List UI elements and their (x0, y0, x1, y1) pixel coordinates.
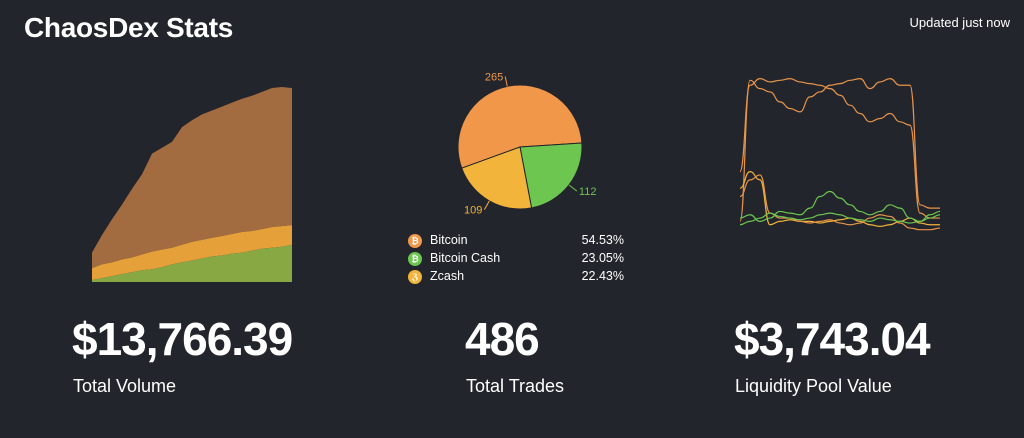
line-series-5 (739, 190, 941, 223)
legend-item-zcash: ℨ Zcash 22.43% (408, 268, 628, 286)
pie-slice-bitcoin (457, 84, 583, 169)
pie-slice-bitcoin-cash (519, 142, 583, 209)
total-volume-value: $13,766.39 (72, 313, 293, 365)
pie-data-label: 109 (464, 205, 482, 217)
legend-label: Zcash (430, 269, 465, 283)
area-series-3 (92, 86, 292, 269)
line-series-4 (739, 174, 941, 231)
trades-pie-chart: 265 112 109 (457, 72, 597, 217)
liquidity-line-chart (739, 78, 941, 231)
pie-data-label: 112 (579, 186, 597, 198)
pie-label-line (483, 200, 490, 210)
total-volume-label: Total Volume (73, 376, 177, 396)
zcash-icon: ℨ (408, 270, 422, 284)
area-series-1 (92, 244, 292, 282)
legend-item-bitcoin-cash: ₿ Bitcoin Cash 23.05% (408, 250, 628, 268)
pie-slice-zcash (461, 146, 533, 210)
line-series-1 (739, 78, 940, 222)
legend-percent: 22.43% (581, 269, 624, 283)
pie-data-label: 265 (485, 72, 503, 84)
total-trades-label: Total Trades (466, 376, 565, 396)
liquidity-pool-label: Liquidity Pool Value (735, 376, 892, 396)
legend-percent: 54.53% (581, 233, 624, 247)
pie-label-line (504, 76, 508, 87)
line-series-3 (739, 170, 940, 227)
legend-label: Bitcoin (430, 233, 468, 247)
pie-legend: ₿ Bitcoin 54.53% ₿ Bitcoin Cash 23.05% ℨ… (408, 232, 628, 286)
line-series-2 (739, 78, 940, 219)
bitcoin-icon: ₿ (408, 234, 422, 248)
total-volume-area-chart (92, 86, 292, 282)
bitcoin-cash-icon: ₿ (408, 252, 422, 266)
pie-label-line (568, 184, 578, 192)
legend-label: Bitcoin Cash (430, 251, 501, 265)
area-series-2 (92, 225, 292, 281)
legend-percent: 23.05% (581, 251, 624, 265)
page-title: ChaosDex Stats (24, 12, 233, 43)
total-trades-value: 486 (465, 313, 540, 365)
liquidity-pool-value: $3,743.04 (734, 313, 931, 365)
line-series-6 (739, 212, 941, 226)
legend-item-bitcoin: ₿ Bitcoin 54.53% (408, 232, 628, 250)
updated-status: Updated just now (909, 15, 1010, 30)
